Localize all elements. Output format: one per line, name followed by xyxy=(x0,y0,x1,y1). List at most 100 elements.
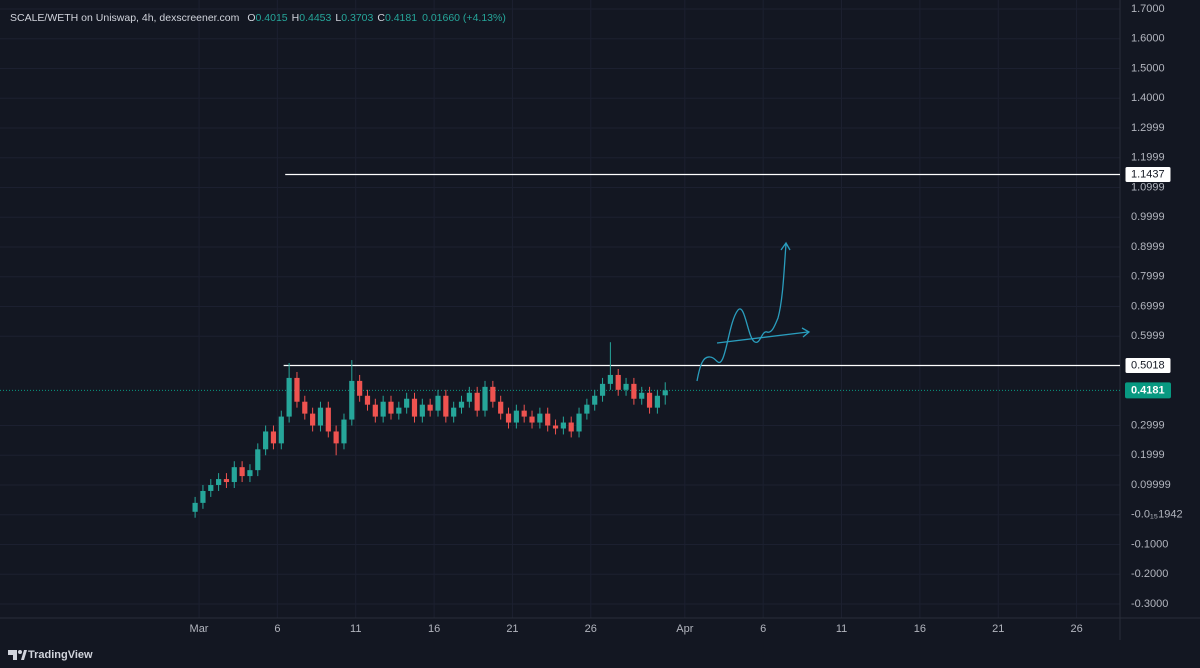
y-tick-label: -0.0₁₅1942 xyxy=(1131,509,1183,521)
candle-body xyxy=(458,401,465,408)
y-tick-label: 1.4000 xyxy=(1131,92,1165,104)
y-tick-label: 1.5000 xyxy=(1131,62,1165,74)
y-tick-label: 0.1999 xyxy=(1131,449,1165,461)
grid xyxy=(0,0,1120,618)
candle-body xyxy=(639,392,645,399)
candle-body xyxy=(286,377,292,417)
header-text: 0.4015 xyxy=(256,12,288,24)
x-tick-label: Mar xyxy=(190,623,209,635)
x-tick-label: 26 xyxy=(585,623,597,635)
y-tick-label: 0.8999 xyxy=(1131,241,1165,253)
candle-body xyxy=(216,479,222,486)
candle-body xyxy=(317,407,324,426)
y-tick-label: 1.1999 xyxy=(1131,152,1165,164)
candle-body xyxy=(584,404,590,414)
candle-body xyxy=(537,413,543,423)
candle-body xyxy=(631,383,637,399)
drawing xyxy=(696,241,811,382)
plot xyxy=(0,173,1120,518)
candle-body xyxy=(310,413,316,426)
logo-mark xyxy=(13,650,17,660)
candle-body xyxy=(404,398,410,408)
candle-body xyxy=(646,392,653,408)
header-text: 0.01660 (+4.13%) xyxy=(422,12,506,24)
header-text: C xyxy=(377,12,385,24)
y-tick-label: 0.5999 xyxy=(1131,330,1165,342)
candle-body xyxy=(545,413,551,426)
candle-body xyxy=(380,401,386,417)
candle-body xyxy=(568,422,574,432)
header-text: H xyxy=(292,12,300,24)
header-text: L xyxy=(335,12,341,24)
candle-body xyxy=(427,404,433,411)
candle-body xyxy=(364,395,371,405)
candle-body xyxy=(654,395,660,408)
candle-body xyxy=(270,431,277,444)
header-text: 0.4181 xyxy=(385,12,417,24)
x-tick-label: 11 xyxy=(836,623,847,635)
y-tick-label: 0.09999 xyxy=(1131,479,1171,491)
candle-body xyxy=(560,422,566,429)
candle-body xyxy=(662,390,668,396)
price-label-box xyxy=(1124,166,1172,184)
candle-body xyxy=(552,425,559,429)
brand: TradingView xyxy=(28,649,93,661)
last-price-box xyxy=(1125,382,1171,399)
logo-mark xyxy=(18,650,22,654)
candle-body xyxy=(592,395,598,405)
x-tick-label: 11 xyxy=(350,623,361,635)
header-text: 0.3703 xyxy=(341,12,373,24)
axis-labels: 1.7000 1.6000 1.5000 1.4000 1.2999 1.1999 1.09… xyxy=(190,3,1183,635)
candle-body xyxy=(231,467,237,483)
candle-body xyxy=(607,374,613,384)
candle-body xyxy=(247,470,253,477)
candle-body xyxy=(255,449,261,471)
y-tick-label: 1.7000 xyxy=(1131,3,1165,15)
header-text: 0.4453 xyxy=(299,12,331,24)
y-tick-label: -0.3000 xyxy=(1131,598,1168,610)
candle-body xyxy=(623,383,629,390)
candle-body xyxy=(263,431,269,450)
candle-body xyxy=(239,467,245,477)
y-tick-label: 1.0999 xyxy=(1131,181,1165,193)
candle-body xyxy=(388,401,394,414)
y-tick-label: 0.6999 xyxy=(1131,300,1165,312)
x-tick-label: 21 xyxy=(992,623,1004,635)
candle-body xyxy=(325,407,331,432)
arrow-head xyxy=(801,327,811,338)
candle-body xyxy=(521,410,527,417)
candle-body xyxy=(482,386,488,411)
x-tick-label: 6 xyxy=(274,623,280,635)
price-label: 1.1437 xyxy=(1131,168,1165,180)
x-tick-label: Apr xyxy=(676,623,693,635)
price-label: 0.5018 xyxy=(1131,359,1165,371)
candle-body xyxy=(411,398,418,417)
candle-body xyxy=(333,431,339,444)
candle-body xyxy=(490,386,496,402)
header-line: SCALE/WETH on Uniswap, 4h, dexscreener.c… xyxy=(10,12,506,24)
candle-body xyxy=(435,395,441,411)
candle-body xyxy=(529,416,535,423)
candle-body xyxy=(443,395,449,417)
candle-body xyxy=(451,407,457,417)
candle-body xyxy=(294,377,300,402)
candle-body xyxy=(513,410,519,423)
logo-mark xyxy=(8,650,17,655)
y-tick-label: 0.2999 xyxy=(1131,419,1165,431)
hand-drawn-path xyxy=(696,243,787,382)
price-label-box xyxy=(1124,356,1172,374)
footer xyxy=(0,640,1200,668)
logo-mark xyxy=(21,650,27,660)
candle-body xyxy=(576,413,582,432)
candle-body xyxy=(223,479,230,483)
arrow-head xyxy=(780,241,791,251)
x-tick-label: 26 xyxy=(1070,623,1082,635)
y-tick-label: 1.6000 xyxy=(1131,33,1165,45)
x-tick-label: 16 xyxy=(914,623,926,635)
candle-body xyxy=(278,416,284,444)
last-price-label: 0.4181 xyxy=(1131,384,1165,396)
candle-body xyxy=(357,380,363,396)
candle-body xyxy=(208,485,214,491)
